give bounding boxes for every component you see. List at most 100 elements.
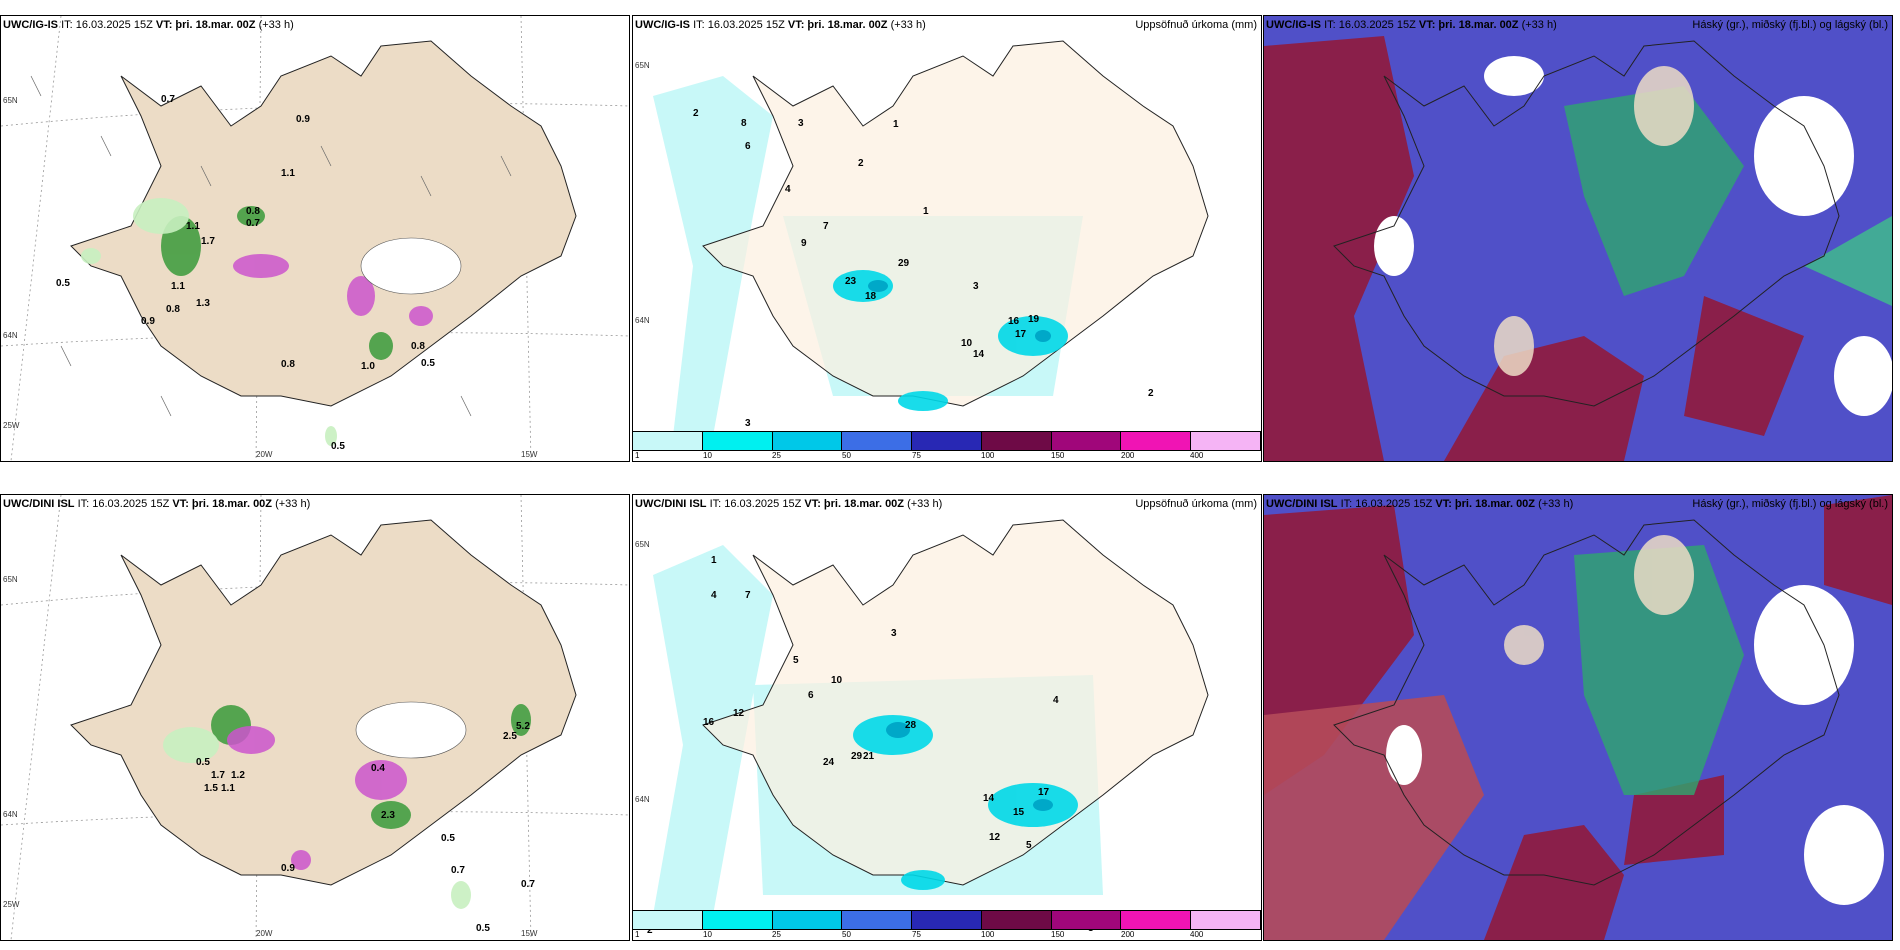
cloud-map-panel-igis: UWC/IG-IS IT: 16.03.2025 15Z VT: þri. 18… <box>1263 15 1893 462</box>
value-label: 0.9 <box>281 863 295 874</box>
value-label: 0.7 <box>521 879 535 890</box>
value-label: 0.5 <box>441 833 455 844</box>
colorbar-tick: 400 <box>1190 451 1204 460</box>
colorbar-ticks: 1 10 25 50 75 100 150 200 400 <box>633 930 1261 940</box>
precip-colorbar <box>633 910 1261 930</box>
value-label: 1 <box>923 206 929 217</box>
colorbar-segment <box>981 911 1052 929</box>
iceland-landmass <box>70 40 577 407</box>
value-label: 1.0 <box>361 361 375 372</box>
value-label: 29 <box>898 258 910 269</box>
colorbar-segment <box>981 432 1052 450</box>
iceland-landmass <box>1333 40 1840 407</box>
lon-label: 25W <box>3 421 20 430</box>
value-label: 2.5 <box>503 731 517 742</box>
cloud-map <box>1264 495 1892 940</box>
value-label: 4 <box>785 184 791 195</box>
panel-title: UWC/IG-IS IT: 16.03.2025 15Z VT: þri. 18… <box>635 19 926 31</box>
value-label: 8 <box>741 118 747 129</box>
value-label: 2 <box>858 158 864 169</box>
lon-label: 15W <box>521 929 538 938</box>
value-label: 1 <box>893 119 899 130</box>
wind-map <box>1 495 629 940</box>
colorbar-tick: 10 <box>703 930 712 939</box>
value-label: 0.9 <box>296 114 310 125</box>
precip-map <box>653 40 1209 436</box>
panel-title: UWC/DINI ISL IT: 16.03.2025 15Z VT: þri.… <box>1266 498 1574 510</box>
colorbar-segment <box>702 911 773 929</box>
colorbar-tick: 200 <box>1121 451 1135 460</box>
colorbar-tick: 25 <box>772 451 781 460</box>
colorbar-tick: 1 <box>635 451 640 460</box>
lat-label-2: 64N <box>635 316 650 325</box>
value-label: 1.1 <box>221 783 235 794</box>
value-label: 3 <box>798 118 804 129</box>
iceland-landmass <box>702 519 1209 886</box>
colorbar-tick: 75 <box>912 451 921 460</box>
colorbar-segment <box>842 432 913 450</box>
colorbar-segment <box>1051 911 1122 929</box>
value-label: 1.1 <box>186 221 200 232</box>
value-label: 2 <box>647 925 653 936</box>
lat-label-2: 64N <box>635 795 650 804</box>
value-label: 0.5 <box>421 358 435 369</box>
precip-map <box>653 519 1209 915</box>
colorbar-segment <box>1191 432 1261 450</box>
colorbar-segment <box>1051 432 1122 450</box>
colorbar-segment <box>1121 911 1192 929</box>
colorbar-segment <box>772 911 843 929</box>
colorbar-segment <box>772 432 843 450</box>
lat-label: 65N <box>635 61 650 70</box>
value-label: 17 <box>1015 329 1027 340</box>
colorbar-tick: 150 <box>1051 930 1065 939</box>
value-label: 5 <box>793 655 799 666</box>
value-label: 4 <box>1053 695 1059 706</box>
value-label: 7 <box>823 221 829 232</box>
value-label: 1 <box>711 555 717 566</box>
colorbar-tick: 400 <box>1190 930 1204 939</box>
colorbar-tick: 75 <box>912 930 921 939</box>
value-label: 0.5 <box>196 757 210 768</box>
panel-title: UWC/DINI ISL IT: 16.03.2025 15Z VT: þri.… <box>635 498 943 510</box>
value-label: 23 <box>845 276 857 287</box>
colorbar-tick: 50 <box>842 930 851 939</box>
colorbar-tick: 25 <box>772 930 781 939</box>
value-label: 9 <box>801 238 807 249</box>
value-label: 2.3 <box>381 810 395 821</box>
value-label: 21 <box>863 751 875 762</box>
value-label: 0.5 <box>56 278 70 289</box>
iceland-landmass <box>1333 519 1840 886</box>
wind-map <box>1 16 629 461</box>
value-label: 17 <box>1038 787 1050 798</box>
value-label: 0.8 <box>411 341 425 352</box>
precip-colorbar <box>633 431 1261 451</box>
precip-title: Uppsöfnuð úrkoma (mm) <box>1135 19 1257 31</box>
value-label: 0.5 <box>331 441 345 452</box>
colorbar-segment <box>912 432 982 450</box>
value-label: 19 <box>1028 314 1040 325</box>
colorbar-ticks: 1 10 25 50 75 100 150 200 400 <box>633 451 1261 461</box>
value-label: 0.7 <box>246 218 260 229</box>
colorbar-tick: 100 <box>981 930 995 939</box>
value-label: 2 <box>693 108 699 119</box>
value-label: 14 <box>983 793 995 804</box>
colorbar-tick: 100 <box>981 451 995 460</box>
panel-title: UWC/DINI ISL IT: 16.03.2025 15Z VT: þri.… <box>3 498 311 510</box>
value-label: 0.8 <box>281 359 295 370</box>
value-label: 5.2 <box>516 721 530 732</box>
colorbar-tick: 10 <box>703 451 712 460</box>
value-label: 0.7 <box>451 865 465 876</box>
colorbar-tick: 150 <box>1051 451 1065 460</box>
value-label: 10 <box>961 338 973 349</box>
value-label: 1.5 <box>204 783 218 794</box>
value-label: 6 <box>745 141 751 152</box>
value-label: 6 <box>808 690 814 701</box>
wind-map-panel-igis: UWC/IG-IS IT: 16.03.2025 15Z VT: þri. 18… <box>0 15 630 462</box>
lat-label: 65N <box>3 96 18 105</box>
cloud-title: Háský (gr.), miðský (fj.bl.) og lágský (… <box>1692 19 1888 31</box>
lat-label-2: 64N <box>3 331 18 340</box>
value-label: 0.8 <box>246 206 260 217</box>
value-label: 3 <box>973 281 979 292</box>
colorbar-segment <box>1121 432 1192 450</box>
value-label: 28 <box>905 720 917 731</box>
